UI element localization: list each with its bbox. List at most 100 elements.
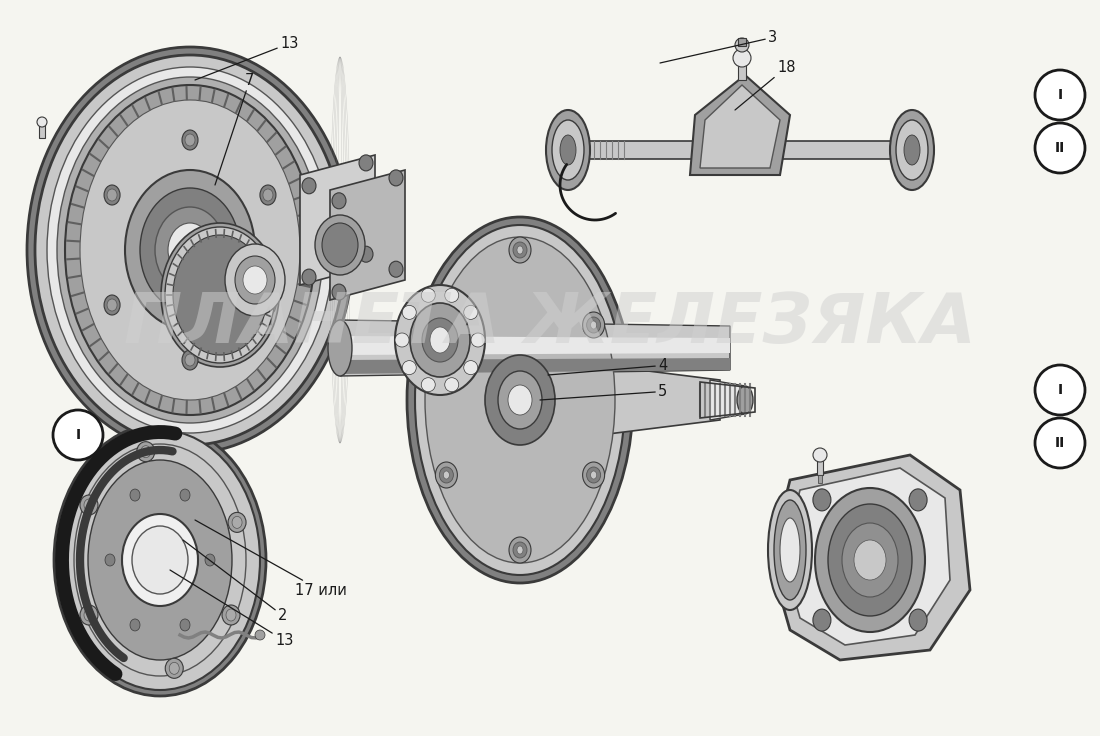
- Text: 3: 3: [660, 30, 777, 63]
- Ellipse shape: [168, 223, 212, 277]
- Ellipse shape: [815, 488, 925, 632]
- Polygon shape: [770, 455, 970, 660]
- Ellipse shape: [443, 471, 450, 479]
- Ellipse shape: [422, 318, 458, 362]
- Ellipse shape: [88, 460, 232, 660]
- Ellipse shape: [509, 537, 531, 563]
- Ellipse shape: [813, 489, 830, 511]
- Polygon shape: [340, 336, 730, 355]
- Text: I: I: [1057, 383, 1063, 397]
- Ellipse shape: [104, 185, 120, 205]
- Ellipse shape: [591, 471, 596, 479]
- Ellipse shape: [896, 120, 928, 180]
- Ellipse shape: [430, 327, 450, 353]
- Ellipse shape: [57, 77, 323, 423]
- Bar: [738, 60, 746, 80]
- Ellipse shape: [155, 207, 226, 293]
- Ellipse shape: [842, 523, 898, 597]
- Ellipse shape: [471, 333, 485, 347]
- Ellipse shape: [185, 354, 195, 366]
- Ellipse shape: [226, 244, 285, 316]
- Ellipse shape: [180, 619, 190, 631]
- Ellipse shape: [828, 504, 912, 616]
- Ellipse shape: [421, 289, 436, 302]
- Ellipse shape: [513, 542, 527, 558]
- Ellipse shape: [60, 430, 260, 690]
- Ellipse shape: [586, 467, 601, 483]
- Ellipse shape: [332, 193, 346, 209]
- Bar: [738, 38, 746, 46]
- Ellipse shape: [552, 120, 584, 180]
- Ellipse shape: [54, 424, 266, 696]
- Text: 17 или: 17 или: [195, 520, 346, 598]
- Ellipse shape: [28, 47, 353, 453]
- Ellipse shape: [498, 371, 542, 429]
- Ellipse shape: [182, 130, 198, 150]
- Text: ПЛАНЕТА ЖЕЛЕЗЯКА: ПЛАНЕТА ЖЕЛЕЗЯКА: [124, 290, 976, 358]
- Circle shape: [1035, 365, 1085, 415]
- Ellipse shape: [517, 546, 522, 554]
- Text: 7: 7: [214, 73, 254, 185]
- Circle shape: [53, 410, 103, 460]
- Polygon shape: [330, 170, 405, 300]
- Ellipse shape: [546, 110, 590, 190]
- Ellipse shape: [84, 499, 94, 511]
- Ellipse shape: [403, 361, 416, 375]
- Ellipse shape: [47, 67, 333, 433]
- Ellipse shape: [35, 55, 345, 445]
- Ellipse shape: [909, 609, 927, 631]
- Ellipse shape: [169, 662, 179, 674]
- Ellipse shape: [359, 155, 373, 171]
- Polygon shape: [340, 358, 730, 374]
- Ellipse shape: [774, 500, 806, 600]
- Ellipse shape: [132, 526, 188, 594]
- Ellipse shape: [107, 299, 117, 311]
- Ellipse shape: [315, 215, 365, 275]
- Ellipse shape: [243, 266, 267, 294]
- Ellipse shape: [182, 350, 198, 370]
- Ellipse shape: [104, 554, 116, 566]
- Ellipse shape: [130, 619, 140, 631]
- Ellipse shape: [813, 609, 830, 631]
- Ellipse shape: [737, 386, 754, 414]
- Ellipse shape: [780, 518, 800, 582]
- Ellipse shape: [464, 361, 477, 375]
- Ellipse shape: [443, 321, 450, 329]
- Ellipse shape: [235, 256, 275, 304]
- Text: 18: 18: [735, 60, 795, 110]
- Ellipse shape: [444, 289, 459, 302]
- Ellipse shape: [84, 609, 94, 621]
- Ellipse shape: [583, 462, 605, 488]
- Polygon shape: [710, 380, 745, 420]
- Ellipse shape: [136, 442, 155, 461]
- Text: 2: 2: [183, 540, 287, 623]
- Ellipse shape: [165, 658, 184, 679]
- Circle shape: [1035, 123, 1085, 173]
- Ellipse shape: [508, 385, 532, 415]
- Ellipse shape: [410, 303, 470, 377]
- Polygon shape: [340, 320, 730, 376]
- Ellipse shape: [439, 317, 453, 333]
- Polygon shape: [700, 85, 780, 168]
- Ellipse shape: [768, 490, 812, 610]
- Text: 13: 13: [195, 36, 298, 80]
- Ellipse shape: [165, 227, 275, 363]
- Ellipse shape: [232, 517, 242, 528]
- Ellipse shape: [415, 225, 625, 575]
- Ellipse shape: [403, 305, 416, 319]
- Ellipse shape: [439, 467, 453, 483]
- Ellipse shape: [226, 609, 236, 621]
- Ellipse shape: [173, 235, 267, 355]
- Ellipse shape: [813, 448, 827, 462]
- Ellipse shape: [80, 605, 98, 625]
- Ellipse shape: [228, 512, 246, 532]
- Ellipse shape: [130, 489, 140, 501]
- Text: II: II: [1055, 436, 1065, 450]
- Ellipse shape: [509, 237, 531, 263]
- Ellipse shape: [302, 269, 316, 285]
- Ellipse shape: [107, 189, 117, 201]
- Ellipse shape: [141, 446, 151, 458]
- Text: 5: 5: [540, 384, 668, 400]
- Ellipse shape: [328, 320, 352, 376]
- Bar: [39, 122, 45, 138]
